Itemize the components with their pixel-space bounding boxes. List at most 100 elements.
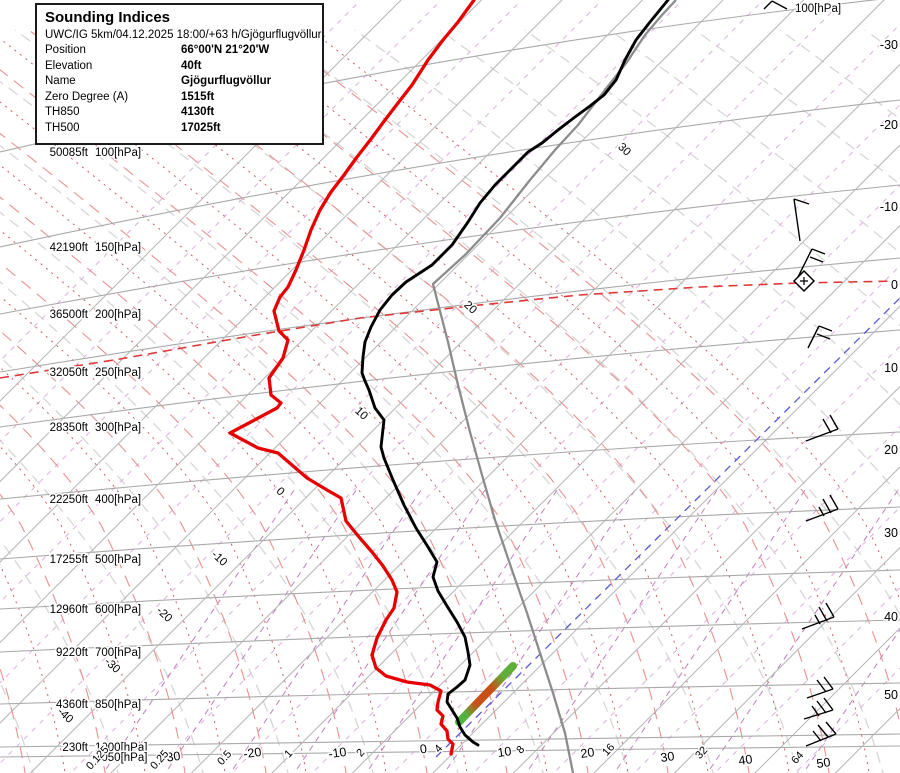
isotherm-5deg-line [472,345,900,773]
info-row-value: Gjögurflugvöllur [181,75,272,88]
mixing-ratio-tick-label: 4 [432,743,445,756]
barb-tick [816,679,827,693]
barb-tick [793,198,810,205]
right-temp-tick-label: 40 [884,610,898,624]
barb-tick [823,676,834,690]
mixing-ratio-tick-label: 32 [693,744,710,761]
barb-staff [771,0,788,10]
bottom-temp-tick-label: -10 [328,745,348,761]
barb-staff [805,508,839,522]
isotherm-5deg-line [392,265,900,773]
altitude-tick-label: 36500ft [50,309,89,321]
barb-staff [806,688,834,699]
altitude-tick-label: 22250ft [50,494,89,506]
bottom-temp-tick-label: 50 [816,755,832,771]
barb-tick [818,606,828,622]
altitude-tick-label: 230ft [62,742,88,754]
pressure-tick-label: 700[hPa] [95,647,141,659]
isotherm-5deg-line [0,0,603,603]
altitude-tick-label: 12960ft [50,604,89,616]
isotherm-line [110,0,885,773]
isobar-line [0,619,900,653]
isotherm-5deg-line [231,104,900,773]
pressure-tick-label: 1000[hPa] [95,742,147,754]
isotherm-line [190,63,900,773]
mixing-ratio-line [613,489,806,773]
altitude-tick-label: 9220ft [56,647,89,659]
isotherm-line [834,707,900,773]
isotherm-line [432,305,900,773]
moist-adiabat-line [0,330,267,773]
barb-tick [809,256,824,263]
dry-adiabat-line [0,144,544,773]
isotherm-5deg-line [150,23,900,773]
pressure-tick-label: 250[hPa] [95,367,141,379]
barb-tick [818,506,825,517]
moist-adiabat-line [0,493,106,773]
info-row-value: 1515ft [181,90,215,103]
info-row-label: Position [45,44,86,56]
tropopause-red-dashed-line [0,280,899,379]
pressure-tick-label: 200[hPa] [95,309,141,321]
info-row-label: Zero Degree (A) [45,90,129,103]
bottom-temp-tick-label: 40 [738,752,754,768]
right-temp-tick-label: 30 [884,526,898,540]
bottom-temp-tick-label: 0 [419,742,428,757]
wind-barb-icon [803,697,834,720]
mixing-ratio-tick-label: 64 [789,749,806,766]
mixing-ratio-line [102,489,295,773]
moist-adiabat-line [189,29,830,773]
right-temp-tick-label: 10 [884,361,898,375]
mixing-ratio-tick-label: 8 [514,744,527,757]
right-temp-tick-label: -10 [880,200,898,214]
barb-tick [823,697,834,711]
barb-tick [816,700,827,714]
right-temp-tick-label: -30 [880,38,898,52]
dry-adiabat-line [0,281,374,773]
moist-adiabat-line [0,262,347,773]
info-row-value: 66°00'N 21°20'W [181,44,270,56]
dry-adiabat-line [184,29,884,773]
altitude-tick-label: 17255ft [50,554,89,566]
isotherm-5deg-line [794,667,900,773]
moist-adiabat-value-label: 30 [615,141,633,159]
isotherm-line [673,546,900,773]
altitude-tick-label: 28350ft [50,422,89,434]
mixing-ratio-tick-label: 16 [600,741,617,758]
mixing-ratio-line [706,489,899,773]
isotherm-line [271,144,900,773]
wind-barb-icon [806,676,834,699]
info-row-value: 40ft [181,59,202,72]
moist-adiabat-line [0,132,508,773]
barb-tick [763,0,773,10]
altitude-tick-label: 42190ft [50,242,89,254]
dry-adiabat-line [0,439,204,773]
bottom-temp-tick-label: -30 [162,749,182,765]
moist-adiabat-value-label: -20 [154,605,174,625]
isotherm-5deg-line [0,0,523,523]
moist-adiabat-line [0,69,589,773]
barb-tick [816,333,831,340]
right-temp-tick-label: 50 [884,688,898,702]
wind-barb-icon [807,325,833,349]
isotherm-line [0,0,643,644]
isobar-line [0,99,900,248]
barb-tick [822,498,832,514]
isotherm-line [512,385,900,773]
info-row-label: Elevation [45,59,93,72]
barb-tick [817,724,829,738]
isotherm-line [351,224,900,773]
isotherm-line [0,0,482,483]
dry-adiabat-line [0,539,119,773]
info-row: TH850 4130ft [45,105,314,121]
info-row-label: TH500 [45,121,80,134]
altitude-tick-label: 32050ft [50,367,89,379]
isotherm-5deg-line [553,426,900,773]
pressure-top-right-label: 100[hPa] [795,3,841,15]
moist-adiabat-line [0,404,186,773]
wind-barb-icon [805,414,839,442]
isotherm-line [0,0,563,563]
dry-adiabat-line [0,680,34,773]
